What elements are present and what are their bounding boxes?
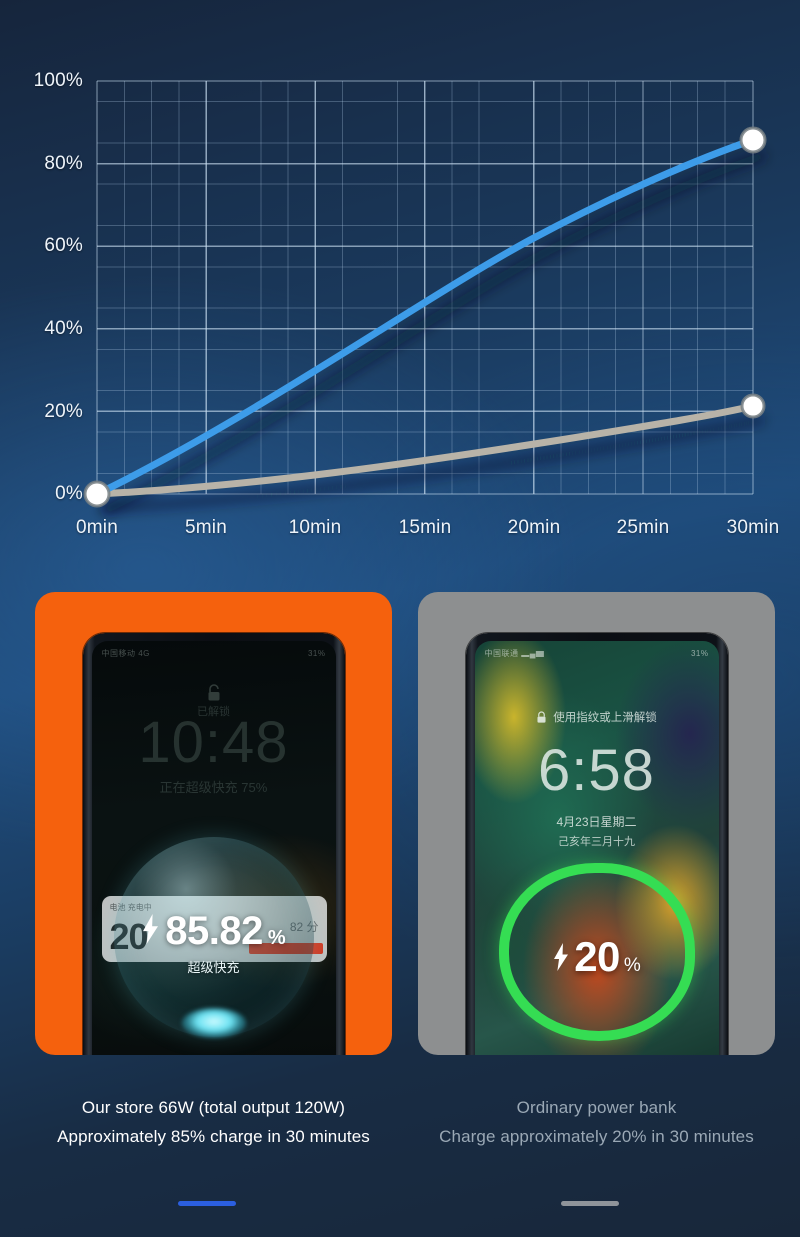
charging-speed-chart: 100% 80% 60% 40% 20% 0% 0min 5min 10min … — [0, 0, 800, 560]
carrier-label-left: 中国移动 4G — [101, 648, 150, 658]
unlocked-lock-icon — [208, 684, 219, 701]
lock-row-left — [92, 684, 336, 702]
caption-left-title: Our store 66W (total output 120W) — [81, 1098, 346, 1117]
caption-right-title: Ordinary power bank — [516, 1098, 677, 1117]
y-axis-tick-80: 80% — [44, 153, 83, 174]
caption-right-detail: Charge approximately 20% in 30 minutes — [439, 1127, 754, 1146]
x-axis-tick-25min: 25min — [616, 517, 670, 538]
phone-screen-right: 中国联通 ▂▄▆ 31% 使用指纹或上滑解锁 6:58 4月23日星期二 己亥年… — [474, 641, 719, 1055]
y-axis-tick-60: 60% — [44, 235, 83, 256]
caption-left-detail: Approximately 85% charge in 30 minutes — [57, 1127, 370, 1146]
x-axis-tick-30min: 30min — [726, 517, 780, 538]
status-bar-left: 中国移动 4G 31% — [102, 646, 326, 660]
phone-right: 中国联通 ▂▄▆ 31% 使用指纹或上滑解锁 6:58 4月23日星期二 己亥年… — [465, 633, 728, 1055]
fast-charge-phone-card: 中国移动 4G 31% 已解锁 10:48 正在超级快充 75% 电池 充电中 … — [35, 592, 392, 1055]
caption-right: Ordinary power bank Charge approximately… — [418, 1098, 775, 1147]
ordinary-charge-phone-card: 中国联通 ▂▄▆ 31% 使用指纹或上滑解锁 6:58 4月23日星期二 己亥年… — [418, 592, 775, 1055]
lock-row-right: 使用指纹或上滑解锁 — [475, 709, 719, 725]
lightning-bolt-icon — [143, 914, 159, 944]
x-axis-tick-0min: 0min — [76, 517, 118, 538]
charging-orb — [113, 837, 314, 1037]
lock-icon — [537, 710, 546, 723]
charging-status-left: 正在超级快充 75% — [159, 780, 268, 795]
carrier-label-right: 中国联通 ▂▄▆ — [484, 648, 545, 658]
clock-right: 6:58 — [538, 738, 655, 803]
fast-curve-shadow — [101, 151, 767, 515]
y-axis-tick-0: 0% — [55, 483, 83, 504]
y-axis-tick-40: 40% — [44, 318, 83, 339]
battery-percent-value-right: 20 — [574, 933, 620, 980]
x-axis-tick-5min: 5min — [185, 517, 227, 538]
lightning-bolt-icon — [554, 943, 569, 971]
battery-percent-left: 85.82 % — [92, 909, 336, 954]
slow-curve-shadow — [101, 416, 765, 512]
indicator-bar-right[interactable] — [561, 1201, 619, 1206]
origin-data-point — [83, 480, 111, 508]
lunar-date-right: 己亥年三月十九 — [558, 836, 635, 848]
slow-charge-curve — [93, 402, 757, 498]
battery-percent-unit-right: % — [623, 955, 641, 976]
y-axis-tick-100: 100% — [33, 70, 83, 91]
battery-percent-label-left: 31% — [307, 648, 326, 658]
battery-percent-value-left: 85.82 — [165, 909, 263, 953]
lock-hint-right: 使用指纹或上滑解锁 — [553, 712, 657, 724]
battery-percent-label-right: 31% — [690, 648, 709, 658]
fast-charge-endpoint — [739, 126, 767, 154]
orb-glow-highlight — [181, 1008, 246, 1038]
slow-charge-endpoint — [740, 393, 766, 419]
phone-screen-left: 中国移动 4G 31% 已解锁 10:48 正在超级快充 75% 电池 充电中 … — [91, 641, 336, 1055]
status-bar-right: 中国联通 ▂▄▆ 31% — [485, 646, 709, 660]
y-axis-tick-20: 20% — [44, 401, 83, 422]
phone-left: 中国移动 4G 31% 已解锁 10:48 正在超级快充 75% 电池 充电中 … — [82, 633, 345, 1055]
indicator-bar-left[interactable] — [178, 1201, 236, 1206]
clock-left: 10:48 — [138, 710, 289, 775]
date-right: 4月23日星期二 — [556, 815, 637, 829]
battery-percent-unit-left: % — [267, 927, 286, 949]
x-axis-tick-10min: 10min — [288, 517, 342, 538]
battery-percent-right: 20 % — [475, 933, 719, 981]
x-axis-tick-15min: 15min — [398, 517, 452, 538]
caption-left: Our store 66W (total output 120W) Approx… — [35, 1098, 392, 1147]
charging-ring — [498, 863, 695, 1041]
lock-hint-left: 已解锁 — [197, 706, 230, 718]
x-axis-tick-20min: 20min — [507, 517, 561, 538]
charging-mode-label-left: 超级快充 — [187, 960, 240, 975]
fast-charge-curve — [93, 136, 757, 498]
chart-canvas — [83, 80, 767, 515]
